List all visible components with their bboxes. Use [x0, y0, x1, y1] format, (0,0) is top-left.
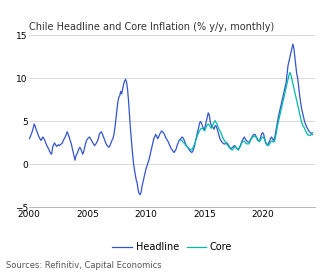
Legend: Headline, Core: Headline, Core: [108, 238, 236, 256]
Core: [189, 148, 193, 152]
Core: [289, 73, 293, 77]
Core: [287, 73, 291, 77]
Headline: [138, 193, 142, 196]
Headline: [27, 137, 31, 140]
Text: Chile Headline and Core Inflation (% y/y, monthly): Chile Headline and Core Inflation (% y/y…: [29, 22, 275, 32]
Headline: [291, 42, 295, 46]
Headline: [310, 133, 314, 136]
Headline: [307, 130, 311, 133]
Core: [231, 148, 235, 152]
Core: [305, 131, 308, 134]
Headline: [191, 150, 195, 153]
Core: [286, 78, 290, 81]
Line: Headline: Headline: [29, 44, 312, 195]
Headline: [102, 137, 106, 140]
Core: [179, 139, 183, 142]
Headline: [124, 78, 127, 81]
Headline: [174, 147, 178, 151]
Line: Core: Core: [181, 72, 312, 150]
Headline: [100, 132, 104, 135]
Core: [196, 133, 200, 137]
Core: [310, 131, 314, 134]
Text: Sources: Refinitiv, Capital Economics: Sources: Refinitiv, Capital Economics: [6, 261, 162, 270]
Core: [288, 71, 292, 74]
